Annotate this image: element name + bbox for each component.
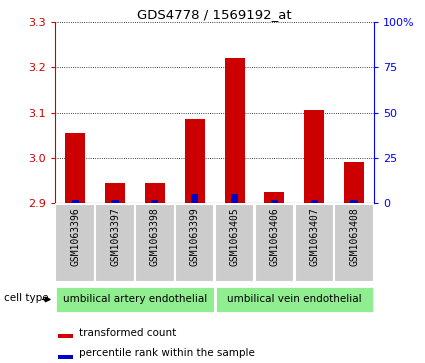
Bar (71, 200, 79, 203)
FancyBboxPatch shape (215, 204, 254, 282)
Bar (311, 200, 318, 203)
Bar (264, 192, 284, 203)
Bar (65, 133, 85, 203)
Text: GSM1063397: GSM1063397 (110, 207, 120, 266)
Bar (271, 200, 278, 203)
Text: GSM1063408: GSM1063408 (349, 207, 359, 266)
Bar (105, 183, 125, 203)
FancyBboxPatch shape (295, 204, 334, 282)
Bar (351, 200, 358, 203)
Bar (58, 334, 73, 338)
Bar (185, 119, 205, 203)
FancyBboxPatch shape (95, 204, 135, 282)
Bar (151, 200, 159, 203)
Bar (191, 194, 198, 203)
FancyBboxPatch shape (175, 204, 215, 282)
Bar (145, 183, 165, 203)
Text: percentile rank within the sample: percentile rank within the sample (79, 348, 255, 358)
Title: GDS4778 / 1569192_at: GDS4778 / 1569192_at (137, 8, 292, 21)
FancyBboxPatch shape (135, 204, 175, 282)
Text: transformed count: transformed count (79, 329, 176, 338)
Text: umbilical vein endothelial: umbilical vein endothelial (227, 294, 362, 305)
Bar (344, 162, 364, 203)
Bar (111, 200, 119, 203)
FancyBboxPatch shape (215, 286, 374, 313)
FancyBboxPatch shape (334, 204, 374, 282)
FancyBboxPatch shape (255, 204, 294, 282)
Text: GSM1063407: GSM1063407 (309, 207, 319, 266)
Text: GSM1063405: GSM1063405 (230, 207, 240, 266)
Text: GSM1063406: GSM1063406 (269, 207, 279, 266)
Bar (58, 355, 73, 359)
Bar (231, 194, 238, 203)
Bar (224, 58, 244, 203)
Text: cell type: cell type (4, 293, 49, 303)
Text: GSM1063399: GSM1063399 (190, 207, 200, 266)
Text: umbilical artery endothelial: umbilical artery endothelial (63, 294, 207, 305)
FancyBboxPatch shape (55, 204, 95, 282)
FancyBboxPatch shape (55, 286, 215, 313)
Text: GSM1063398: GSM1063398 (150, 207, 160, 266)
Bar (304, 110, 324, 203)
Text: GSM1063396: GSM1063396 (70, 207, 80, 266)
